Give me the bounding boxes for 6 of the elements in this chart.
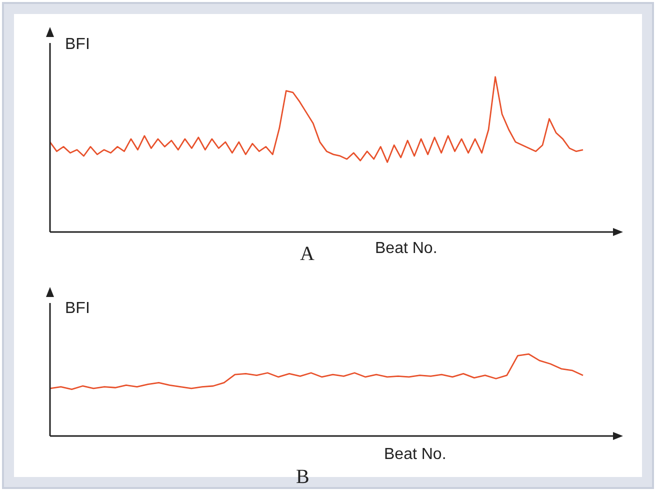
- y-axis-title: BFI: [65, 36, 90, 54]
- y-axis-title: BFI: [65, 300, 90, 318]
- x-axis-title: Beat No.: [384, 446, 446, 464]
- text: A: [300, 243, 314, 266]
- text: B: [296, 466, 310, 489]
- x-axis-title: Beat No.: [375, 240, 438, 258]
